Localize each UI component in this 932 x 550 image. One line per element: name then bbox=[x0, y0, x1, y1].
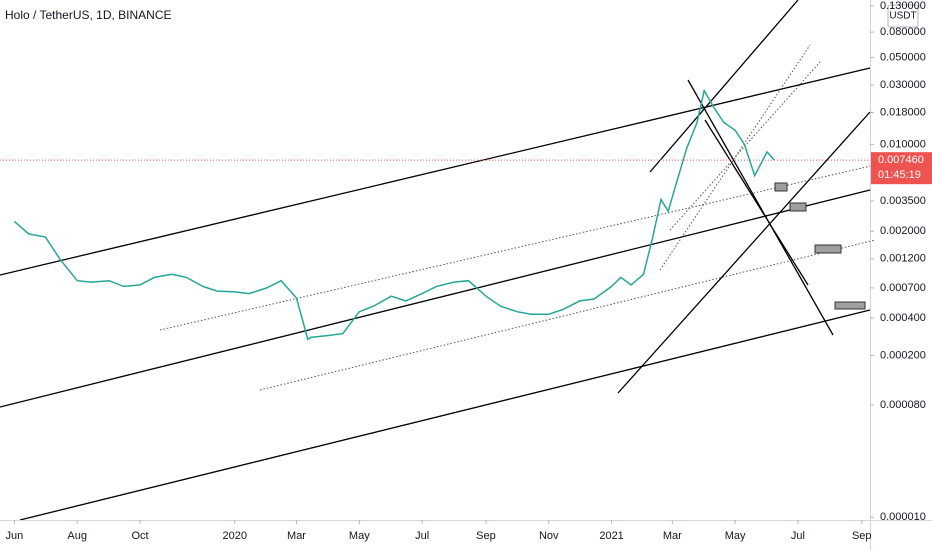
y-tick-label: 0.018000 bbox=[880, 107, 926, 119]
trend-line bbox=[0, 189, 871, 408]
trend-line bbox=[19, 309, 871, 521]
marker-box bbox=[774, 182, 788, 192]
x-tick-label: 2021 bbox=[599, 530, 623, 542]
dotted-line bbox=[259, 239, 876, 391]
y-tick-label: 0.030000 bbox=[880, 79, 926, 91]
last-price-label: 0.007460 bbox=[878, 154, 924, 166]
x-tick-label: Nov bbox=[539, 530, 559, 542]
marker-box bbox=[814, 244, 842, 254]
y-tick-label: 0.000010 bbox=[880, 511, 926, 523]
x-tick-label: Aug bbox=[67, 530, 87, 542]
marker-box bbox=[789, 202, 807, 212]
price-line bbox=[13, 88, 775, 341]
x-tick-label: Jul bbox=[791, 530, 805, 542]
x-tick-label: 2020 bbox=[223, 530, 247, 542]
trend-line bbox=[704, 119, 809, 286]
x-tick-label: Sep bbox=[476, 530, 496, 542]
last-price-box bbox=[871, 152, 932, 185]
marker-box bbox=[834, 301, 866, 310]
trend-line bbox=[617, 111, 871, 394]
x-tick-label: Mar bbox=[287, 530, 306, 542]
y-tick-label: 0.010000 bbox=[880, 138, 926, 150]
x-tick-label: May bbox=[349, 530, 370, 542]
y-tick-label: 0.000400 bbox=[880, 312, 926, 324]
x-tick-label: Jul bbox=[415, 530, 429, 542]
currency: USDT bbox=[889, 11, 916, 22]
trend-line bbox=[0, 67, 871, 276]
dotted-line bbox=[159, 164, 876, 331]
x-tick-label: Jun bbox=[6, 530, 24, 542]
chart-title: Holo / TetherUS, 1D, BINANCE bbox=[5, 8, 172, 22]
y-tick-label: 0.002000 bbox=[880, 225, 926, 237]
y-tick-label: 0.000200 bbox=[880, 349, 926, 361]
y-tick-label: 0.003500 bbox=[880, 195, 926, 207]
x-tick-label: Mar bbox=[663, 530, 682, 542]
y-tick-label: 0.000700 bbox=[880, 282, 926, 294]
dotted-line bbox=[659, 44, 811, 271]
drawings bbox=[0, 0, 876, 521]
currency-box[interactable] bbox=[887, 4, 919, 28]
countdown: 01:45:19 bbox=[878, 169, 921, 181]
trend-line bbox=[649, 0, 799, 173]
trend-line bbox=[687, 79, 834, 336]
x-tick-label: Sep bbox=[852, 530, 872, 542]
y-tick-label: 0.130000 bbox=[880, 0, 926, 12]
y-tick-label: 0.000080 bbox=[880, 399, 926, 411]
y-tick-label: 0.050000 bbox=[880, 51, 926, 63]
x-tick-label: May bbox=[725, 530, 746, 542]
x-tick-label: Oct bbox=[131, 530, 148, 542]
y-tick-label: 0.001200 bbox=[880, 253, 926, 265]
y-tick-label: 0.080000 bbox=[880, 26, 926, 38]
